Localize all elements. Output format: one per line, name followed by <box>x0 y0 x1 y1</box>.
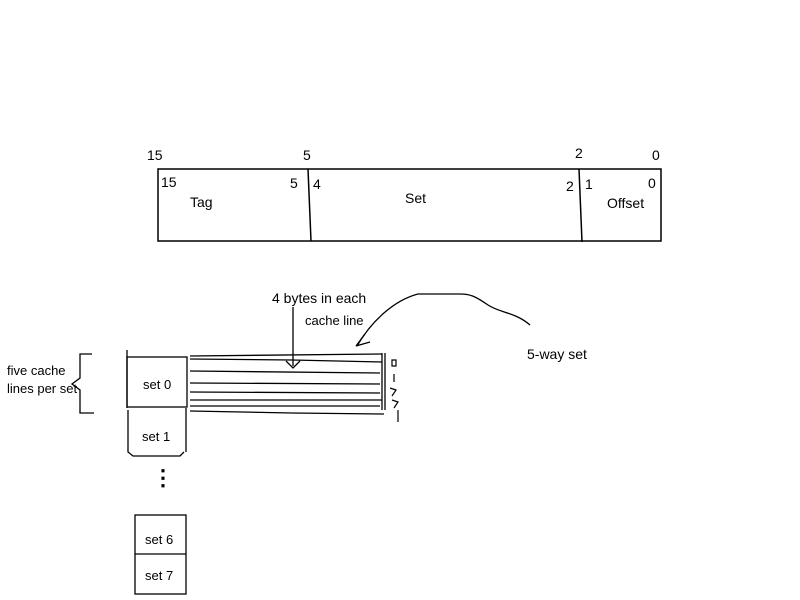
ellipsis-dots: ⋮ <box>152 465 174 490</box>
left-brace <box>70 353 94 414</box>
address-box <box>157 168 662 242</box>
byte-ticks <box>389 359 399 422</box>
set-offset-divider <box>578 168 583 243</box>
set-0-label: set 0 <box>143 377 172 392</box>
set-7-label: set 7 <box>145 568 174 583</box>
set-hi-bit: 4 <box>313 176 321 192</box>
set-lo-bit: 2 <box>566 178 574 194</box>
set-1-label: set 1 <box>142 429 171 444</box>
cache-line-label: cache line <box>305 313 364 328</box>
offset-hi-bit: 1 <box>585 176 593 192</box>
way-arrow-head <box>355 333 371 347</box>
bit-label-5-outer: 5 <box>303 147 311 163</box>
way-arrow <box>356 293 531 347</box>
tag-hi-bit: 15 <box>161 174 177 190</box>
offset-field-label: Offset <box>607 195 645 211</box>
bytes-arrow <box>285 307 301 369</box>
bytes-per-line-label: 4 bytes in each <box>272 290 367 306</box>
lines-per-set-label: five cache lines per set <box>7 363 78 396</box>
tag-set-divider <box>307 168 312 242</box>
cache-lines <box>189 353 386 415</box>
set-field-label: Set <box>405 190 427 206</box>
tag-lo-bit: 5 <box>290 175 298 191</box>
bit-label-15-outer: 15 <box>147 147 163 163</box>
five-way-set-label: 5-way set <box>527 346 587 362</box>
bit-label-2-outer: 2 <box>575 145 583 161</box>
tag-field-label: Tag <box>190 194 213 210</box>
offset-lo-bit: 0 <box>648 175 656 191</box>
bit-label-0-outer: 0 <box>652 147 660 163</box>
set-column <box>126 350 188 595</box>
set-6-label: set 6 <box>145 532 174 547</box>
